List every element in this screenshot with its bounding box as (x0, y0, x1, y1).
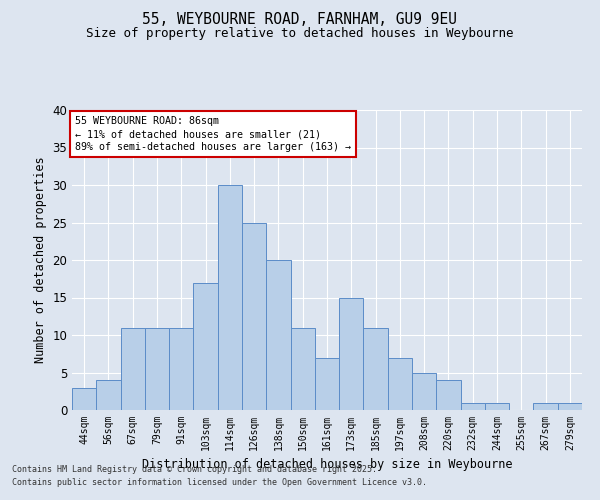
Bar (364, 328, 388, 410)
Bar (266, 260, 290, 410)
Bar (121, 328, 145, 410)
Bar (412, 372, 436, 410)
X-axis label: Distribution of detached houses by size in Weybourne: Distribution of detached houses by size … (142, 458, 512, 471)
Bar (533, 402, 558, 410)
Text: 55, WEYBOURNE ROAD, FARNHAM, GU9 9EU: 55, WEYBOURNE ROAD, FARNHAM, GU9 9EU (143, 12, 458, 28)
Bar (388, 358, 412, 410)
Bar (169, 328, 193, 410)
Text: Contains HM Land Registry data © Crown copyright and database right 2025.: Contains HM Land Registry data © Crown c… (12, 466, 377, 474)
Text: 55 WEYBOURNE ROAD: 86sqm
← 11% of detached houses are smaller (21)
89% of semi-d: 55 WEYBOURNE ROAD: 86sqm ← 11% of detach… (74, 116, 350, 152)
Bar (461, 402, 485, 410)
Bar (193, 282, 218, 410)
Bar (145, 328, 169, 410)
Bar (558, 402, 582, 410)
Bar (290, 328, 315, 410)
Y-axis label: Number of detached properties: Number of detached properties (34, 156, 47, 364)
Text: Size of property relative to detached houses in Weybourne: Size of property relative to detached ho… (86, 28, 514, 40)
Bar (218, 185, 242, 410)
Bar (72, 388, 96, 410)
Bar (242, 222, 266, 410)
Bar (315, 358, 339, 410)
Bar (436, 380, 461, 410)
Bar (339, 298, 364, 410)
Text: Contains public sector information licensed under the Open Government Licence v3: Contains public sector information licen… (12, 478, 427, 487)
Bar (485, 402, 509, 410)
Bar (96, 380, 121, 410)
